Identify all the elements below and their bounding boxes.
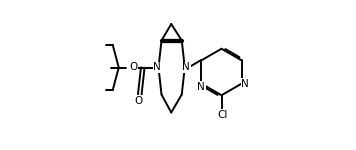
Text: N: N — [198, 82, 205, 92]
Text: O: O — [134, 96, 142, 105]
Text: O: O — [129, 63, 137, 72]
Text: N: N — [182, 63, 190, 72]
Text: Cl: Cl — [217, 110, 227, 120]
Text: N: N — [153, 63, 161, 72]
Text: N: N — [241, 79, 249, 89]
